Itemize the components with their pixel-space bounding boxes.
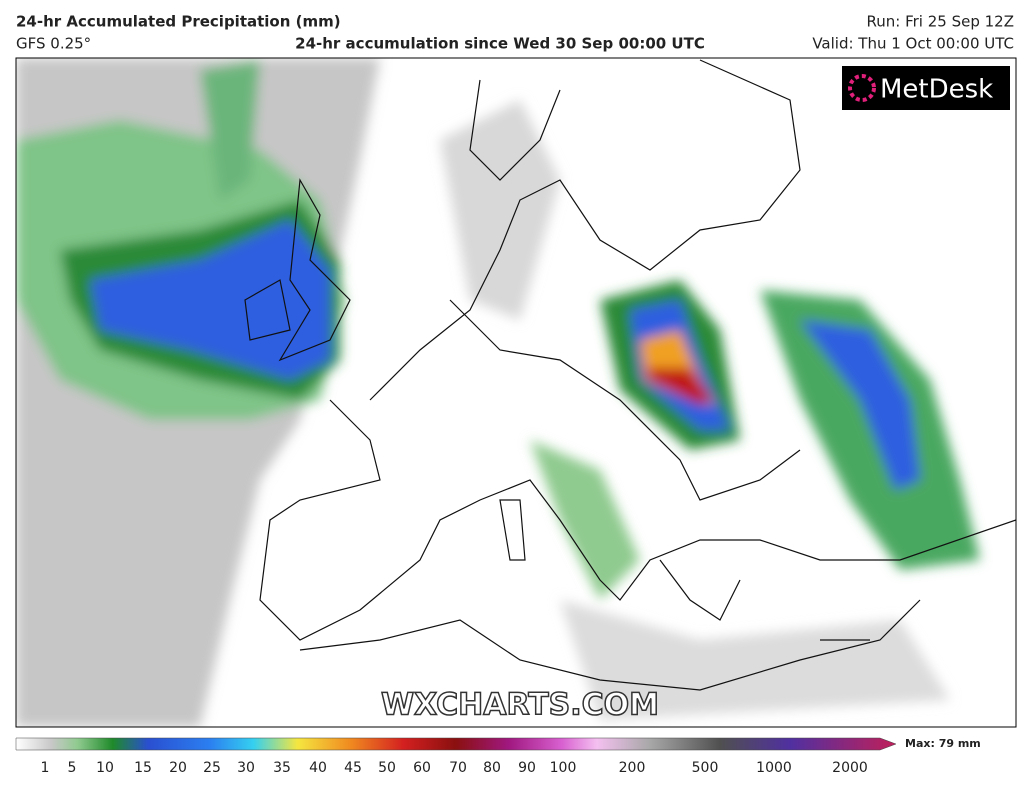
colorbar-tick-label: 20 <box>169 760 187 776</box>
run: Run: Fri 25 Sep 12Z <box>867 13 1014 31</box>
max-label: Max: 79 mm <box>905 737 981 750</box>
subtitle: 24-hr accumulation since Wed 30 Sep 00:0… <box>295 35 705 53</box>
colorbar-tick-label: 35 <box>273 760 291 776</box>
valid: Valid: Thu 1 Oct 00:00 UTC <box>812 35 1014 53</box>
colorbar-tick-label: 50 <box>378 760 396 776</box>
colorbar-tick-label: 70 <box>449 760 467 776</box>
colorbar-tick-label: 500 <box>692 760 719 776</box>
colorbar-tick-label: 80 <box>483 760 501 776</box>
title: 24-hr Accumulated Precipitation (mm) <box>16 13 341 31</box>
logo: MetDesk <box>880 75 993 105</box>
watermark: WXCHARTS.COM <box>381 688 659 723</box>
colorbar-tick-label: 40 <box>309 760 327 776</box>
colorbar-tick-label: 200 <box>619 760 646 776</box>
colorbar-tick-label: 15 <box>134 760 152 776</box>
model: GFS 0.25° <box>16 35 91 53</box>
map-frame <box>15 57 1017 728</box>
colorbar <box>15 737 897 751</box>
map: MetDesk WXCHARTS.COM <box>16 58 1016 727</box>
colorbar-tick-label: 5 <box>68 760 77 776</box>
colorbar-tick-label: 45 <box>344 760 362 776</box>
colorbar-tick-label: 100 <box>550 760 577 776</box>
colorbar-tick-label: 10 <box>96 760 114 776</box>
colorbar-ticks: 1 5 10 15 20 25 30 35 40 45 50 60 70 80 90 100 200 500 100… <box>41 760 868 776</box>
colorbar-tick-label: 90 <box>518 760 536 776</box>
colorbar-tick-label: 1 <box>41 760 50 776</box>
colorbar-tick-label: 30 <box>237 760 255 776</box>
colorbar-tick-label: 60 <box>413 760 431 776</box>
colorbar-tick-label: 25 <box>203 760 221 776</box>
colorbar-tick-label: 1000 <box>756 760 792 776</box>
colorbar-tick-label: 2000 <box>832 760 868 776</box>
